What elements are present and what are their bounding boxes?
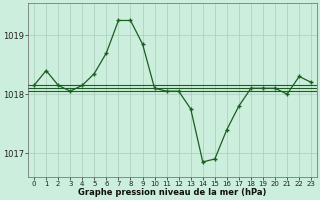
X-axis label: Graphe pression niveau de la mer (hPa): Graphe pression niveau de la mer (hPa) (78, 188, 267, 197)
